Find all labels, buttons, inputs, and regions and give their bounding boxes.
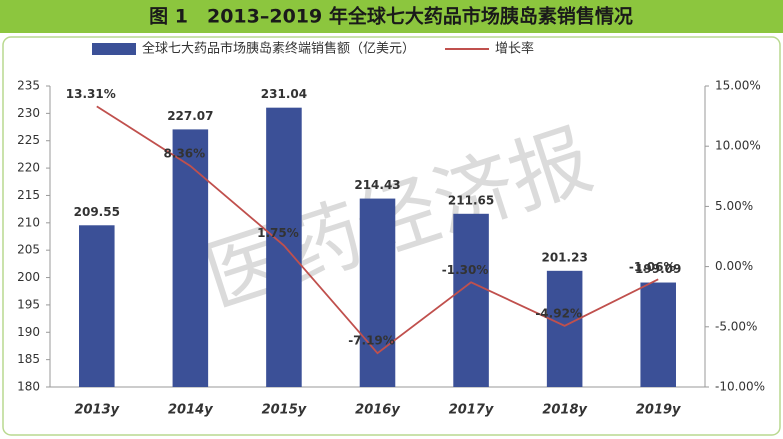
y2-tick-label: -10.00% [715, 380, 765, 394]
x-tick-label: 2019y [636, 403, 681, 418]
x-tick-label: 2013y [74, 403, 119, 418]
bar-value-label: 214.43 [354, 178, 400, 192]
title-banner [0, 0, 783, 33]
line-value-label: 1.75% [257, 226, 299, 240]
bar-value-label: 199.09 [635, 262, 681, 276]
legend-label: 全球七大药品市场胰岛素终端销售额（亿美元） [142, 41, 415, 57]
line-value-label: -1.30% [442, 263, 489, 277]
x-tick-label: 2016y [355, 403, 400, 418]
y-tick-label: 220 [17, 161, 40, 175]
line-value-label: 13.31% [66, 87, 116, 101]
y-tick-label: 215 [17, 188, 40, 202]
y-tick-label: 210 [17, 215, 40, 229]
y-tick-label: 180 [17, 380, 40, 394]
bar-value-label: 201.23 [541, 250, 587, 264]
y-tick-label: 230 [17, 106, 40, 120]
y2-tick-label: 10.00% [715, 139, 761, 153]
y-tick-label: 195 [17, 297, 40, 311]
bar-value-label: 209.55 [74, 205, 120, 219]
x-tick-label: 2018y [542, 403, 587, 418]
watermark: 医药经济报 [193, 113, 602, 325]
chart-title: 图 1 2013–2019 年全球七大药品市场胰岛素销售情况 [149, 5, 633, 28]
chart-frame [2, 36, 781, 436]
y-tick-label: 200 [17, 270, 40, 284]
bar [359, 198, 396, 387]
bar [546, 270, 583, 387]
y-tick-label: 235 [17, 79, 40, 93]
y-tick-label: 205 [17, 243, 40, 257]
bar-value-label: 227.07 [167, 109, 213, 123]
bar [266, 107, 302, 387]
bar-value-label: 231.04 [261, 87, 307, 101]
bar [640, 282, 676, 387]
y2-tick-label: -5.00% [715, 319, 757, 333]
x-tick-label: 2015y [262, 403, 307, 418]
line-value-label: -7.19% [348, 334, 395, 348]
bar [172, 129, 209, 387]
bar [453, 213, 489, 387]
x-tick-label: 2014y [168, 403, 213, 418]
legend-label: 增长率 [495, 41, 534, 57]
y2-tick-label: 15.00% [715, 79, 761, 93]
line-value-label: -1.06% [629, 260, 676, 274]
line [96, 105, 659, 355]
y2-tick-label: 0.00% [715, 259, 753, 273]
y2-tick-label: 5.00% [715, 199, 753, 213]
bar [79, 225, 115, 387]
y-tick-label: 225 [17, 133, 40, 147]
bar-value-label: 211.65 [448, 193, 494, 207]
x-tick-label: 2017y [449, 403, 494, 418]
y-tick-label: 185 [17, 352, 40, 366]
legend-swatch [92, 43, 136, 55]
line-value-label: 8.36% [164, 146, 206, 160]
y-tick-label: 190 [17, 325, 40, 339]
line-value-label: -4.92% [535, 306, 582, 320]
